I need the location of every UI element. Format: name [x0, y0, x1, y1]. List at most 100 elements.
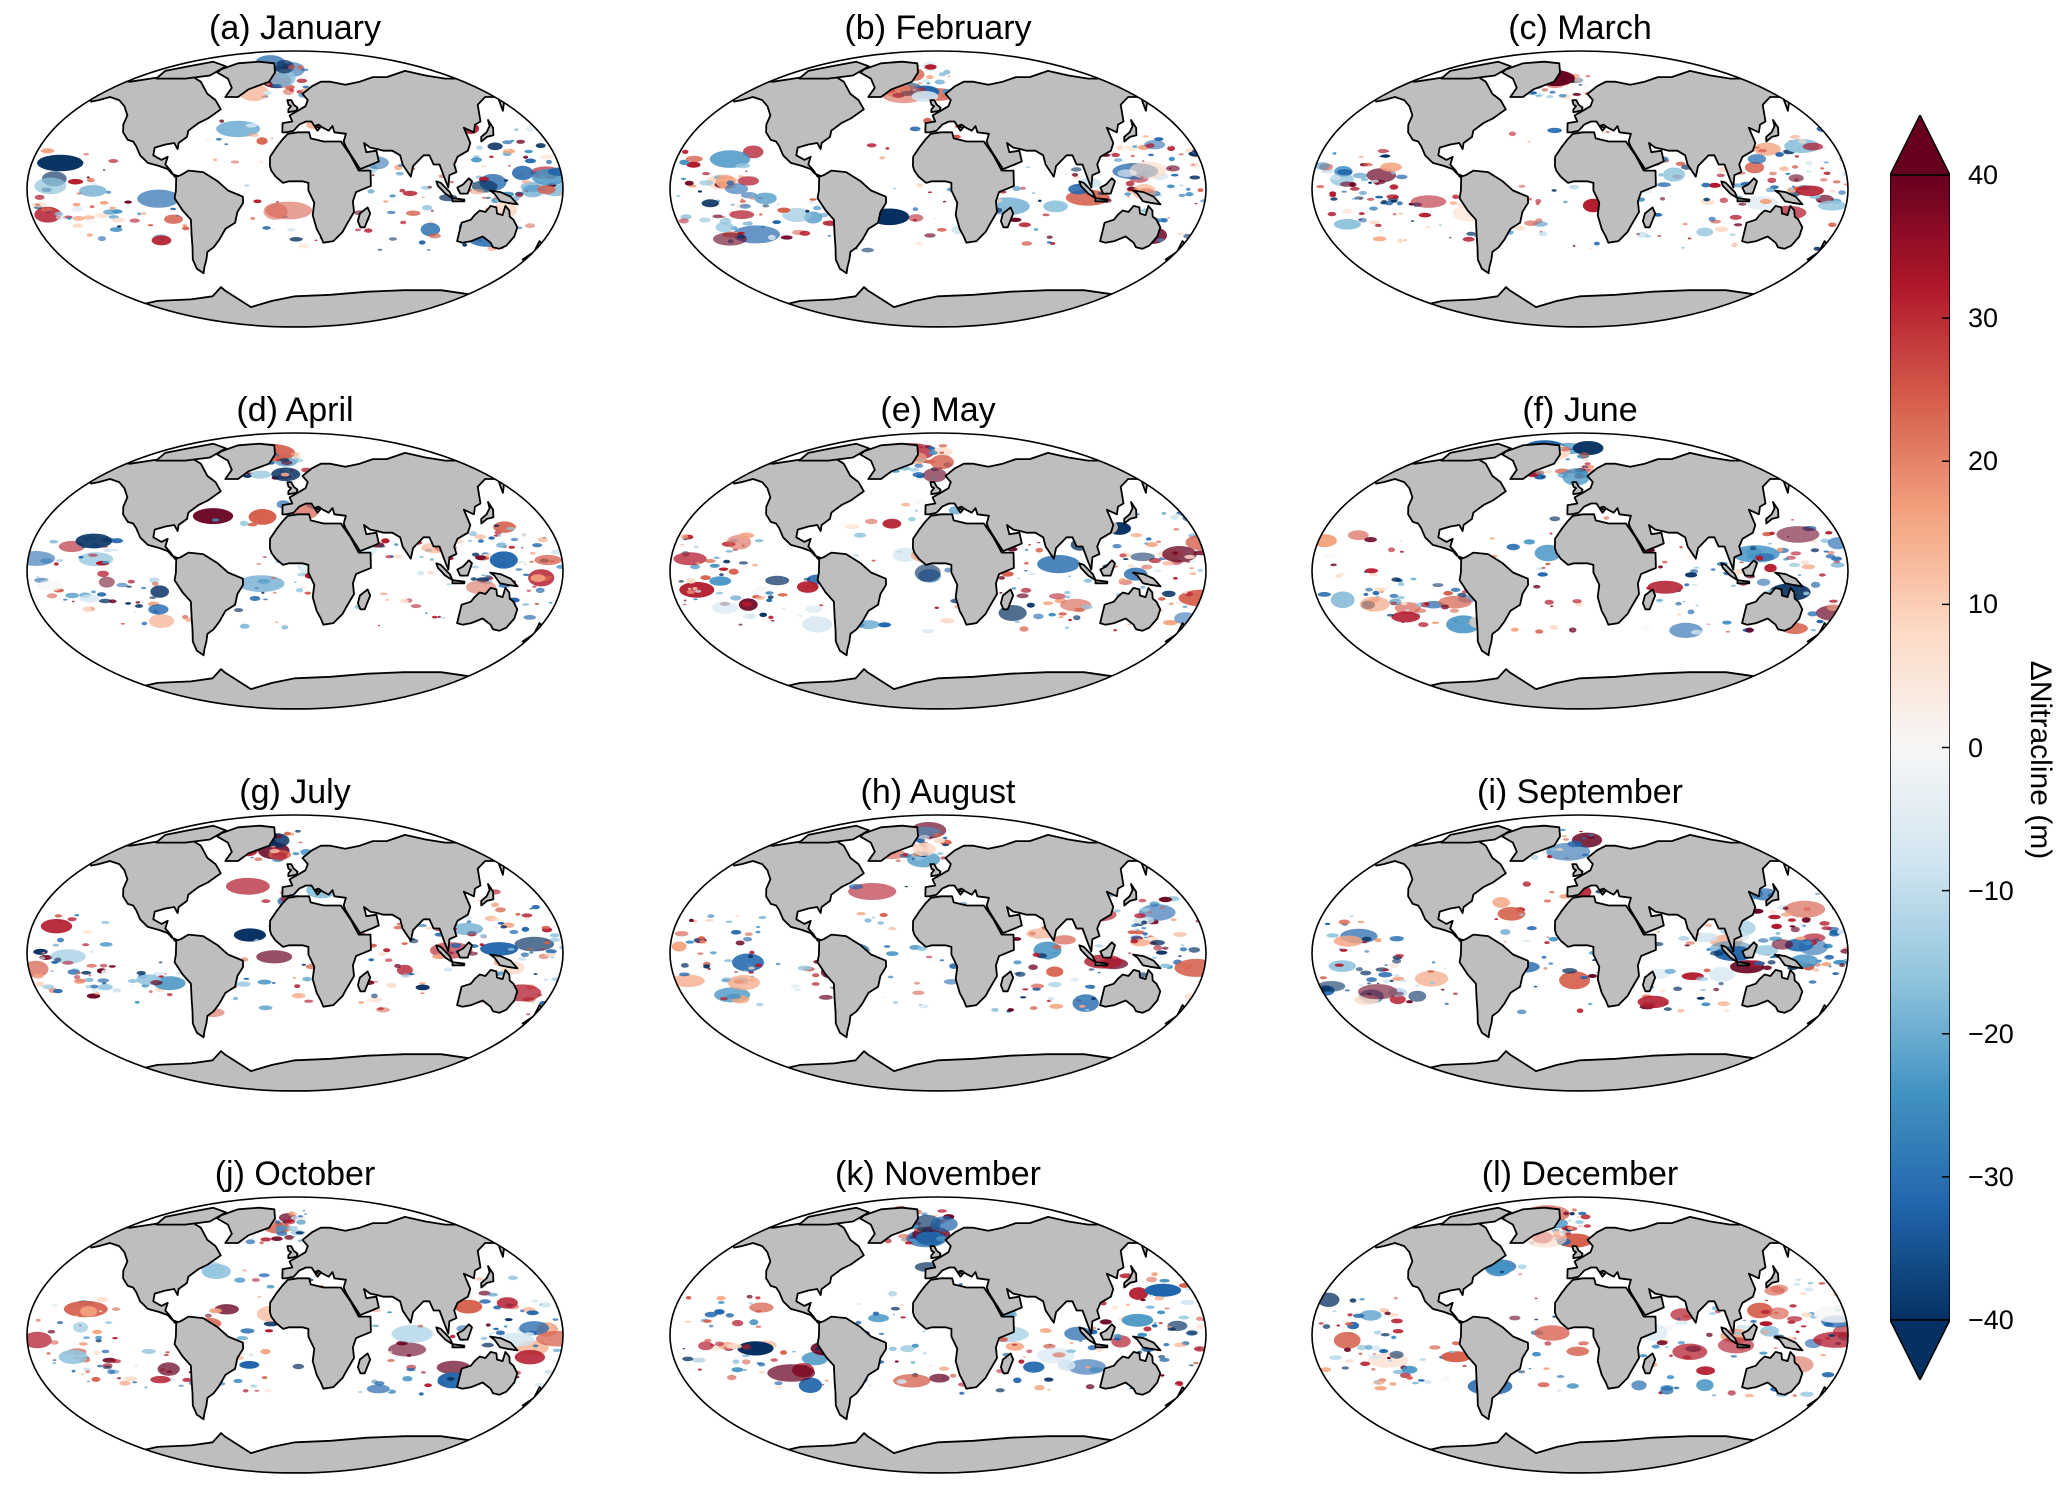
map-frame — [1311, 432, 1849, 710]
anomaly-patch — [698, 1341, 714, 1351]
land-south-america — [173, 933, 245, 1039]
anomaly-patch — [1448, 236, 1452, 239]
anomaly-patch — [388, 1351, 393, 1353]
anomaly-patch — [477, 539, 484, 543]
map-panel-october: (j) October — [25, 1154, 565, 1494]
anomaly-patch — [1048, 981, 1062, 988]
anomaly-patch — [1763, 561, 1767, 564]
anomaly-patch — [704, 1311, 718, 1318]
anomaly-patch — [1840, 948, 1848, 954]
anomaly-patch — [157, 1362, 180, 1376]
anomaly-patch — [883, 945, 891, 948]
anomaly-patch — [1641, 626, 1652, 632]
anomaly-patch — [737, 176, 760, 186]
anomaly-patch — [1367, 947, 1373, 950]
land-madagascar — [1641, 588, 1657, 611]
anomaly-patch — [1829, 189, 1836, 193]
anomaly-patch — [1729, 233, 1736, 236]
anomaly-patch — [508, 1275, 518, 1281]
anomaly-patch — [746, 1294, 753, 1299]
anomaly-patch — [40, 207, 53, 212]
anomaly-patch — [1139, 907, 1150, 912]
anomaly-patch — [239, 520, 249, 527]
anomaly-patch — [1563, 200, 1568, 204]
anomaly-patch — [1341, 190, 1347, 193]
anomaly-patch — [1756, 578, 1771, 586]
anomaly-patch — [1665, 1346, 1669, 1348]
anomaly-patch — [531, 905, 540, 910]
anomaly-patch — [798, 614, 803, 617]
anomaly-patch — [1015, 971, 1026, 977]
anomaly-patch — [524, 149, 533, 154]
anomaly-patch — [735, 163, 751, 169]
anomaly-patch — [916, 183, 924, 188]
anomaly-patch — [1389, 1350, 1404, 1359]
anomaly-patch — [269, 69, 296, 88]
colorbar-tick-label: −10 — [1968, 875, 2014, 906]
anomaly-patch — [175, 214, 179, 217]
anomaly-patch — [291, 992, 306, 999]
land-africa — [268, 895, 372, 1008]
anomaly-patch — [738, 623, 743, 626]
land-africa — [1553, 895, 1657, 1008]
anomaly-patch — [149, 577, 160, 583]
anomaly-patch — [901, 502, 911, 507]
anomaly-patch — [215, 137, 222, 141]
anomaly-patch — [232, 996, 239, 1001]
anomaly-patch — [1818, 200, 1847, 211]
anomaly-patch — [1065, 173, 1068, 175]
anomaly-patch — [1080, 604, 1093, 610]
land-australia — [456, 586, 519, 632]
anomaly-patch — [704, 1338, 712, 1342]
land-australia — [456, 1350, 519, 1396]
anomaly-patch — [368, 958, 375, 962]
anomaly-patch — [1829, 599, 1838, 603]
colorbar-tick-label: −30 — [1968, 1161, 2014, 1192]
anomaly-patch — [1837, 929, 1845, 935]
anomaly-patch — [877, 921, 884, 925]
anomaly-patch — [1729, 214, 1742, 220]
anomaly-patch — [1113, 629, 1118, 632]
anomaly-patch — [827, 235, 832, 237]
anomaly-patch — [1517, 1264, 1527, 1270]
anomaly-patch — [1342, 209, 1353, 214]
anomaly-patch — [714, 1309, 725, 1315]
land-indonesia-b — [451, 961, 466, 967]
anomaly-patch — [1336, 169, 1353, 176]
anomaly-patch — [288, 1211, 294, 1214]
anomaly-patch — [1535, 199, 1542, 204]
anomaly-patch — [1706, 948, 1711, 951]
land-japan — [1765, 1265, 1780, 1289]
anomaly-patch — [1345, 1322, 1354, 1326]
anomaly-patch — [297, 572, 308, 577]
anomaly-patch — [1603, 516, 1610, 520]
land-arctic-islands — [798, 60, 870, 80]
anomaly-patch — [1130, 154, 1135, 158]
anomaly-patch — [1695, 604, 1700, 607]
anomaly-patch — [688, 918, 694, 923]
anomaly-patch — [426, 1348, 429, 1351]
anomaly-patch — [1467, 622, 1471, 625]
anomaly-patch — [1449, 201, 1458, 205]
anomaly-patch — [744, 963, 752, 966]
land-greenland — [216, 442, 276, 480]
anomaly-patch — [888, 1291, 897, 1297]
anomaly-patch — [1379, 1308, 1390, 1313]
anomaly-patch — [388, 237, 397, 241]
anomaly-patch — [535, 1330, 563, 1347]
anomaly-patch — [1360, 970, 1372, 976]
anomaly-patch — [422, 205, 433, 211]
anomaly-patch — [872, 1311, 880, 1316]
anomaly-patch — [1724, 995, 1728, 998]
land-south-america — [1458, 551, 1530, 657]
anomaly-patch — [1562, 468, 1590, 486]
anomaly-patch — [552, 1348, 562, 1352]
anomaly-patch — [1327, 211, 1337, 217]
anomaly-patch — [1427, 970, 1435, 973]
anomaly-patch — [141, 1348, 156, 1354]
anomaly-patch — [933, 217, 936, 220]
anomaly-patch — [1394, 602, 1421, 614]
anomaly-patch — [1744, 1393, 1754, 1398]
anomaly-patch — [755, 595, 765, 600]
anomaly-patch — [242, 1269, 247, 1272]
